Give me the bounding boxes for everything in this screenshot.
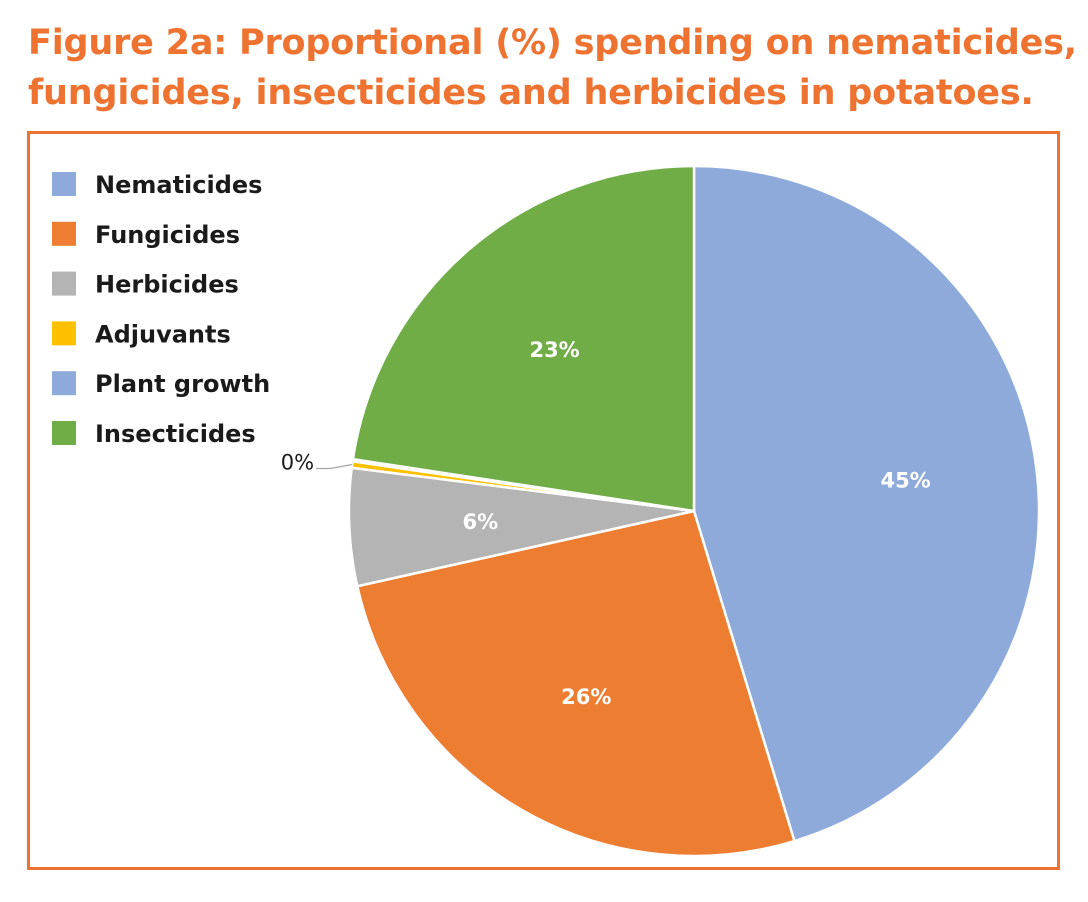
data-label-nematicides: 45% (880, 469, 930, 493)
pie-slice-nematicides (692, 164, 1041, 843)
legend-label-plant-growth: Plant growth (95, 370, 270, 398)
pie-slice-fungicides (356, 509, 796, 858)
data-labels: 45% 26% 6% 0% 23% (281, 338, 931, 709)
legend-label-insecticides: Insecticides (95, 420, 256, 448)
legend-label-herbicides: Herbicides (95, 271, 239, 299)
chart-title: Figure 2a: Proportional (%) spending on … (28, 18, 1077, 118)
legend-swatch-herbicides (52, 271, 76, 296)
legend-item-nematicides: Nematicides (52, 171, 262, 199)
chart-title-line-1: Figure 2a: Proportional (%) spending on … (28, 23, 1077, 63)
legend: Nematicides Fungicides Herbicides Adjuvants… (52, 171, 270, 448)
legend-swatch-adjuvants (52, 321, 76, 346)
legend-item-fungicides: Fungicides (52, 221, 240, 249)
legend-item-adjuvants: Adjuvants (52, 320, 231, 348)
data-label-insecticides: 23% (529, 338, 579, 362)
legend-item-insecticides: Insecticides (52, 420, 256, 448)
leader-lines (316, 463, 353, 470)
legend-label-adjuvants: Adjuvants (95, 320, 231, 348)
data-label-herbicides: 6% (462, 510, 498, 534)
data-label-fungicides: 26% (561, 685, 611, 709)
legend-item-herbicides: Herbicides (52, 271, 239, 299)
legend-label-fungicides: Fungicides (95, 221, 240, 249)
pie-slice-insecticides (351, 164, 696, 513)
legend-swatch-nematicides (52, 172, 76, 196)
legend-label-nematicides: Nematicides (95, 171, 262, 199)
legend-swatch-insecticides (52, 421, 76, 445)
leader-line-adjuvants (316, 463, 353, 470)
legend-swatch-fungicides (52, 221, 76, 246)
chart-frame (27, 131, 1060, 870)
chart-title-line-2: fungicides, insecticides and herbicides … (28, 73, 1034, 113)
legend-item-plant-growth: Plant growth (52, 370, 270, 398)
data-label-adjuvants: 0% (281, 451, 314, 475)
legend-swatch-plant-growth (52, 371, 76, 396)
pie-slices (347, 164, 1041, 858)
